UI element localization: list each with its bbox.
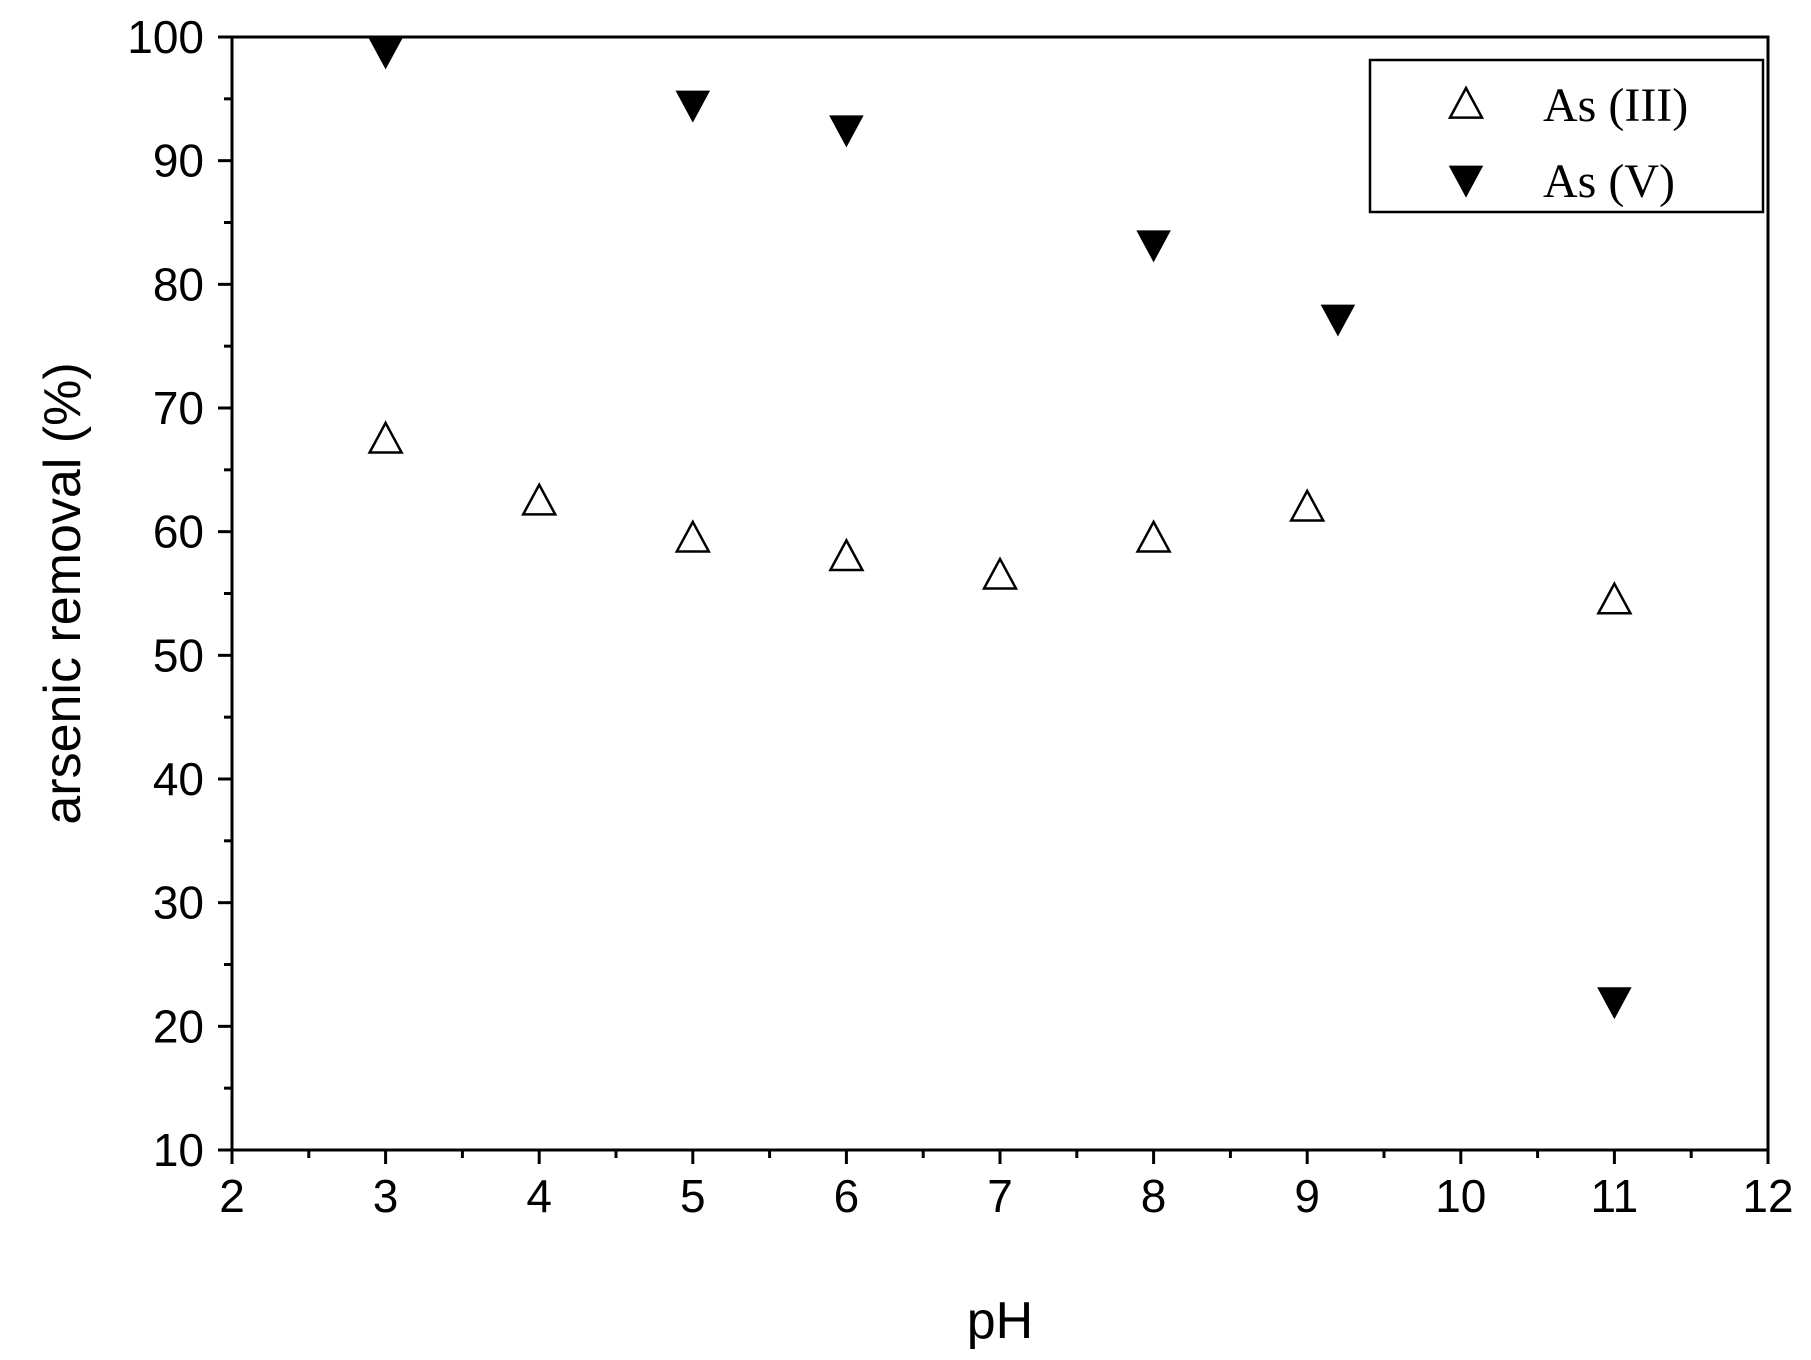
y-tick-label: 100: [127, 11, 204, 63]
series-as-v: [368, 37, 1632, 1020]
y-tick-label: 50: [153, 629, 204, 681]
data-point: [675, 90, 711, 123]
data-point: [368, 37, 403, 70]
x-tick-label: 9: [1294, 1170, 1320, 1222]
data-point: [1596, 581, 1633, 615]
data-point: [1320, 304, 1356, 337]
y-tick-label: 40: [153, 753, 204, 805]
data-point: [829, 115, 864, 148]
x-tick-label: 5: [680, 1170, 706, 1222]
x-tick-label: 7: [987, 1170, 1013, 1222]
y-tick-label: 20: [153, 1000, 204, 1052]
legend-open-triangle-icon: [1447, 85, 1485, 119]
data-point: [674, 519, 711, 553]
data-point: [521, 482, 558, 516]
legend-label: As (V): [1543, 155, 1675, 208]
axes: 2 3 4 5 6 7 8 9 10 11 12 10 20 30 40 50 60 70 80 90 100: [127, 11, 1793, 1222]
y-tick-label: 30: [153, 877, 204, 929]
x-tick-label: 6: [834, 1170, 860, 1222]
legend-box: [1368, 58, 1765, 214]
data-point: [367, 420, 404, 454]
y-tick-label: 70: [153, 382, 204, 434]
y-axis-title: arsenic removal (%): [34, 362, 92, 824]
y-tick-label: 90: [153, 135, 204, 187]
x-tick-label: 2: [219, 1170, 245, 1222]
x-tick-label: 10: [1435, 1170, 1486, 1222]
data-point: [1289, 488, 1326, 522]
y-tick-label: 60: [153, 506, 204, 558]
x-tick-label: 8: [1141, 1170, 1167, 1222]
x-tick-label: 4: [526, 1170, 552, 1222]
legend-label: As (III): [1543, 79, 1688, 132]
data-point: [1135, 519, 1172, 553]
legend: As (III) As (V): [1368, 58, 1765, 214]
series-as-iii: [367, 420, 1633, 615]
y-tick-label: 80: [153, 258, 204, 310]
x-tick-label: 12: [1742, 1170, 1793, 1222]
data-points: [367, 37, 1633, 1020]
data-point: [1597, 987, 1632, 1020]
y-tick-label: 10: [153, 1124, 204, 1176]
data-point: [981, 556, 1019, 590]
x-tick-label: 11: [1591, 1170, 1639, 1222]
legend-filled-triangle-icon: [1448, 165, 1484, 198]
x-axis-title: pH: [967, 1292, 1033, 1350]
x-tick-label: 3: [373, 1170, 399, 1222]
data-point: [828, 537, 865, 572]
data-point: [1136, 230, 1171, 263]
